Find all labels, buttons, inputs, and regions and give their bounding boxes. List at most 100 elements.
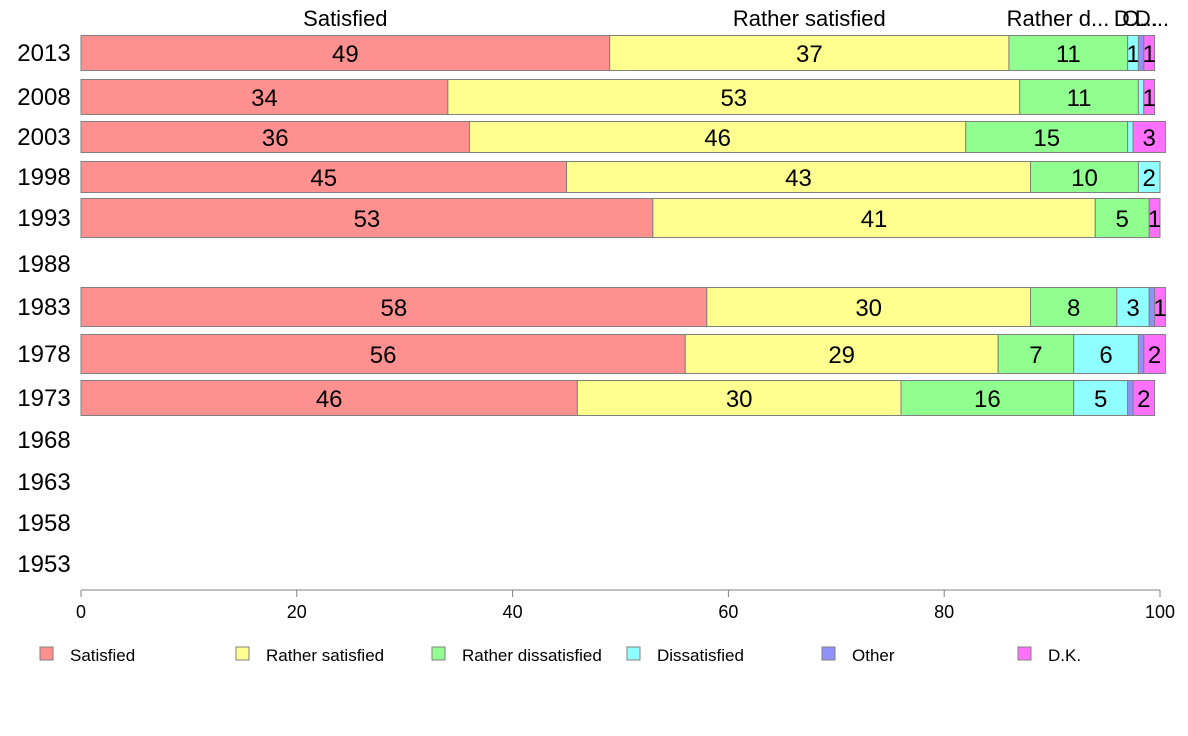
data-label-2003-d-k-: 3 <box>1143 125 1156 152</box>
year-label-1998: 1998 <box>17 164 70 191</box>
year-label-2008: 2008 <box>17 84 70 111</box>
bar-1978-dissatisfied <box>1073 334 1139 374</box>
bar-1993-rather-dissatisfied <box>1094 198 1150 238</box>
data-label-1978-d-k-: 2 <box>1148 342 1161 369</box>
legend-label-rather-dissatisfied: Rather dissatisfied <box>462 646 602 665</box>
top-series-label-0: Satisfied <box>303 6 387 31</box>
bar-1998-rather-satisfied <box>566 161 1032 193</box>
legend-swatch-d-k- <box>1017 646 1032 661</box>
bar-2008-satisfied <box>80 79 449 115</box>
bar-2003-dissatisfied <box>1127 121 1134 153</box>
data-label-2008-satisfied: 34 <box>251 85 278 112</box>
data-label-1983-dissatisfied: 3 <box>1126 295 1139 322</box>
data-label-1998-satisfied: 45 <box>310 165 337 192</box>
data-label-1998-dissatisfied: 2 <box>1143 165 1156 192</box>
bar-1973-rather-dissatisfied <box>900 380 1075 416</box>
bar-2003-satisfied <box>80 121 470 153</box>
bar-1973-d-k- <box>1132 380 1156 416</box>
data-label-1983-satisfied: 58 <box>381 295 408 322</box>
year-label-1953: 1953 <box>17 551 70 578</box>
bar-2013-d-k- <box>1143 35 1156 71</box>
legend: Satisfied Rather satisfied Rather dissatis… <box>39 646 1081 665</box>
x-tick-label-20: 20 <box>287 602 307 622</box>
bar-2003-rather-satisfied <box>468 121 967 153</box>
data-label-2013-d-k-: 1 <box>1143 41 1156 68</box>
legend-label-dissatisfied: Dissatisfied <box>657 646 744 665</box>
data-label-1973-dissatisfied: 5 <box>1094 386 1107 413</box>
year-label-2013: 2013 <box>17 40 70 67</box>
x-tick-label-100: 100 <box>1145 602 1175 622</box>
data-label-1993-rather-dissatisfied: 5 <box>1116 206 1129 233</box>
bar-2003-d-k- <box>1132 121 1166 153</box>
year-label-1958: 1958 <box>17 510 70 537</box>
data-label-1998-rather-dissatisfied: 10 <box>1071 165 1098 192</box>
top-series-label-1: Rather satisfied <box>733 6 886 31</box>
bar-1973-dissatisfied <box>1073 380 1129 416</box>
year-label-1988: 1988 <box>17 251 70 278</box>
data-label-2003-rather-satisfied: 46 <box>704 125 731 152</box>
bar-2003-rather-dissatisfied <box>965 121 1129 153</box>
data-label-1983-rather-dissatisfied: 8 <box>1067 295 1080 322</box>
data-label-1993-d-k-: 1 <box>1148 206 1161 233</box>
bar-1978-d-k- <box>1143 334 1166 374</box>
data-label-2013-rather-satisfied: 37 <box>796 41 823 68</box>
bar-1978-rather-dissatisfied <box>997 334 1075 374</box>
legend-swatch-rather-satisfied <box>235 646 250 661</box>
data-label-1983-rather-satisfied: 30 <box>855 295 882 322</box>
bar-2008-rather-dissatisfied <box>1019 79 1139 115</box>
year-label-1993: 1993 <box>17 205 70 232</box>
x-tick-label-80: 80 <box>934 602 954 622</box>
year-label-1968: 1968 <box>17 427 70 454</box>
data-label-1978-dissatisfied: 6 <box>1099 342 1112 369</box>
data-label-2008-rather-dissatisfied: 11 <box>1067 85 1092 112</box>
data-label-2013-dissatisfied: 1 <box>1126 41 1139 68</box>
data-label-2008-rather-satisfied: 53 <box>720 85 747 112</box>
bars: 49 37 11 1 134 53 11 136 46 15 345 43 10 253 41 5 158 30 8… <box>80 35 1167 416</box>
data-label-1978-rather-satisfied: 29 <box>828 342 855 369</box>
data-label-1973-satisfied: 46 <box>316 386 343 413</box>
data-label-1998-rather-satisfied: 43 <box>785 165 812 192</box>
data-label-1973-d-k-: 2 <box>1137 386 1150 413</box>
bar-2008-d-k- <box>1143 79 1156 115</box>
data-label-1993-rather-satisfied: 41 <box>861 206 888 233</box>
bar-1983-d-k- <box>1154 287 1166 327</box>
top-series-label-2: Rather d... <box>1007 6 1110 31</box>
data-label-2008-d-k-: 1 <box>1143 85 1156 112</box>
top-series-labels: Satisfied Rather satisfied Rather d... D...… <box>303 6 1169 31</box>
bar-1993-d-k- <box>1148 198 1161 238</box>
legend-label-satisfied: Satisfied <box>70 646 135 665</box>
data-label-1993-satisfied: 53 <box>354 206 381 233</box>
x-tick-label-0: 0 <box>76 602 86 622</box>
top-series-label-5: D... <box>1135 6 1169 31</box>
data-label-1978-satisfied: 56 <box>370 342 397 369</box>
data-label-2003-rather-dissatisfied: 15 <box>1033 125 1060 152</box>
bar-1998-dissatisfied <box>1137 161 1161 193</box>
legend-swatch-dissatisfied <box>626 646 641 661</box>
legend-swatch-satisfied <box>39 646 54 661</box>
data-label-1973-rather-dissatisfied: 16 <box>974 386 1001 413</box>
year-label-1963: 1963 <box>17 469 70 496</box>
data-label-1973-rather-satisfied: 30 <box>726 386 753 413</box>
x-tick-label-60: 60 <box>718 602 738 622</box>
bar-1973-satisfied <box>80 380 578 416</box>
bar-1993-satisfied <box>80 198 654 238</box>
year-label-2003: 2003 <box>17 124 70 151</box>
bar-1978-other <box>1137 334 1145 374</box>
data-label-2013-satisfied: 49 <box>332 41 359 68</box>
legend-label-rather-satisfied: Rather satisfied <box>266 646 384 665</box>
legend-swatch-other <box>821 646 836 661</box>
bar-2013-satisfied <box>80 35 611 71</box>
x-tick-label-40: 40 <box>503 602 523 622</box>
top-series-label-4: O... <box>1122 6 1157 31</box>
data-label-1983-d-k-: 1 <box>1153 295 1166 322</box>
data-label-2003-satisfied: 36 <box>262 125 289 152</box>
year-label-1973: 1973 <box>17 385 70 412</box>
year-label-1978: 1978 <box>17 341 70 368</box>
bar-1973-rather-satisfied <box>576 380 902 416</box>
data-label-1978-rather-dissatisfied: 7 <box>1029 342 1042 369</box>
top-series-label-3: D... <box>1114 6 1148 31</box>
bar-1998-satisfied <box>80 161 568 193</box>
bar-2008-rather-satisfied <box>447 79 1021 115</box>
legend-swatch-rather-dissatisfied <box>431 646 446 661</box>
